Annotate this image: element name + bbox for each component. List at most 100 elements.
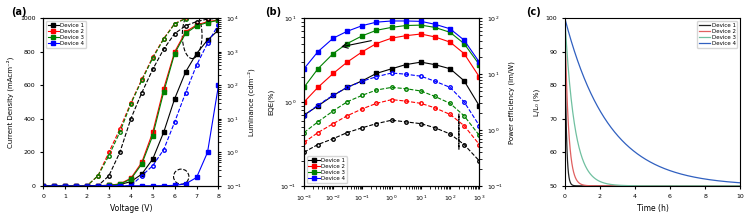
- Device 4: [148, 184, 157, 187]
- Device 3: [697, 185, 706, 187]
- Text: (b): (b): [265, 7, 282, 17]
- Device 2: [632, 185, 641, 187]
- Device 3: [560, 17, 569, 20]
- Device 1: [701, 185, 710, 187]
- Device 2: [192, 24, 201, 26]
- Device 1: [170, 97, 179, 100]
- Line: Device 1: Device 1: [41, 28, 220, 188]
- Device 4: [736, 182, 745, 184]
- Device 4: [71, 185, 80, 187]
- Device 2: [638, 185, 647, 187]
- Device 3: [93, 184, 102, 187]
- Device 4: [638, 156, 647, 158]
- Device 3: [680, 185, 689, 187]
- Device 2: [736, 185, 745, 187]
- Device 3: [159, 91, 168, 93]
- Line: Device 3: Device 3: [565, 18, 740, 186]
- Device 1: [159, 131, 168, 134]
- Device 4: [104, 185, 113, 187]
- Device 3: [578, 158, 587, 161]
- Device 4: [632, 151, 641, 154]
- Line: Device 1: Device 1: [565, 18, 740, 186]
- Device 2: [680, 185, 689, 187]
- Device 4: [560, 17, 569, 20]
- Device 1: [71, 185, 80, 187]
- Y-axis label: EQE(%): EQE(%): [268, 89, 275, 115]
- Device 2: [61, 185, 70, 187]
- X-axis label: Voltage (V): Voltage (V): [110, 204, 152, 213]
- Device 2: [159, 87, 168, 90]
- Device 1: [50, 185, 59, 187]
- Device 1: [148, 158, 157, 160]
- Device 1: [93, 184, 102, 187]
- Line: Device 3: Device 3: [41, 19, 220, 188]
- Device 2: [38, 185, 47, 187]
- Device 1: [203, 39, 212, 41]
- Device 4: [181, 183, 190, 185]
- Device 2: [104, 184, 113, 187]
- Device 3: [700, 185, 709, 187]
- Device 1: [736, 185, 745, 187]
- Device 1: [613, 185, 622, 187]
- Device 3: [181, 32, 190, 35]
- Device 2: [560, 17, 569, 20]
- Y-axis label: L/L₀ (%): L/L₀ (%): [533, 88, 540, 116]
- Device 4: [192, 176, 201, 179]
- Device 1: [192, 52, 201, 55]
- Device 2: [214, 19, 223, 21]
- Device 2: [50, 185, 59, 187]
- Text: (a): (a): [11, 7, 27, 17]
- Device 1: [681, 185, 690, 187]
- Line: Device 2: Device 2: [41, 18, 220, 188]
- Text: (c): (c): [526, 7, 541, 17]
- Device 2: [181, 30, 190, 33]
- Device 4: [680, 174, 689, 176]
- Y-axis label: Current Density (mAcm⁻²): Current Density (mAcm⁻²): [7, 56, 14, 148]
- Legend: Device 1, Device 2, Device 3, Device 4: Device 1, Device 2, Device 3, Device 4: [46, 21, 86, 48]
- Device 1: [560, 17, 569, 20]
- Device 3: [104, 184, 113, 187]
- Device 4: [137, 185, 146, 187]
- Y-axis label: Luminance (cdm⁻²): Luminance (cdm⁻²): [248, 68, 255, 136]
- Device 4: [214, 84, 223, 87]
- Device 1: [632, 185, 641, 187]
- Device 4: [578, 73, 587, 76]
- Device 1: [38, 185, 47, 187]
- Device 1: [137, 173, 146, 176]
- Device 3: [38, 185, 47, 187]
- Device 4: [50, 185, 59, 187]
- Device 2: [116, 183, 125, 185]
- Device 1: [638, 185, 647, 187]
- Device 2: [203, 20, 212, 23]
- Device 4: [38, 185, 47, 187]
- Line: Device 2: Device 2: [565, 18, 740, 186]
- Device 3: [50, 185, 59, 187]
- Device 4: [83, 185, 92, 187]
- Device 1: [104, 184, 113, 187]
- Device 3: [83, 185, 92, 187]
- Device 3: [148, 134, 157, 137]
- Device 1: [116, 183, 125, 186]
- Device 3: [214, 19, 223, 22]
- Device 2: [170, 51, 179, 53]
- Legend: Device 1, Device 2, Device 3, Device 4: Device 1, Device 2, Device 3, Device 4: [306, 156, 347, 183]
- Device 2: [701, 185, 710, 187]
- Device 4: [61, 185, 70, 187]
- Device 1: [83, 184, 92, 187]
- Device 2: [148, 131, 157, 134]
- Device 3: [638, 185, 647, 187]
- Device 4: [159, 184, 168, 187]
- Device 4: [203, 151, 212, 154]
- Device 4: [170, 184, 179, 187]
- Device 3: [736, 185, 745, 187]
- Device 3: [71, 185, 80, 187]
- Device 1: [697, 185, 706, 187]
- Device 4: [126, 185, 135, 187]
- Device 4: [93, 185, 102, 187]
- X-axis label: Time (h): Time (h): [637, 204, 668, 213]
- Device 1: [578, 185, 587, 187]
- Device 3: [203, 21, 212, 24]
- Device 3: [137, 163, 146, 165]
- Device 2: [83, 185, 92, 187]
- Y-axis label: Power efficiency (lm/W): Power efficiency (lm/W): [508, 61, 515, 143]
